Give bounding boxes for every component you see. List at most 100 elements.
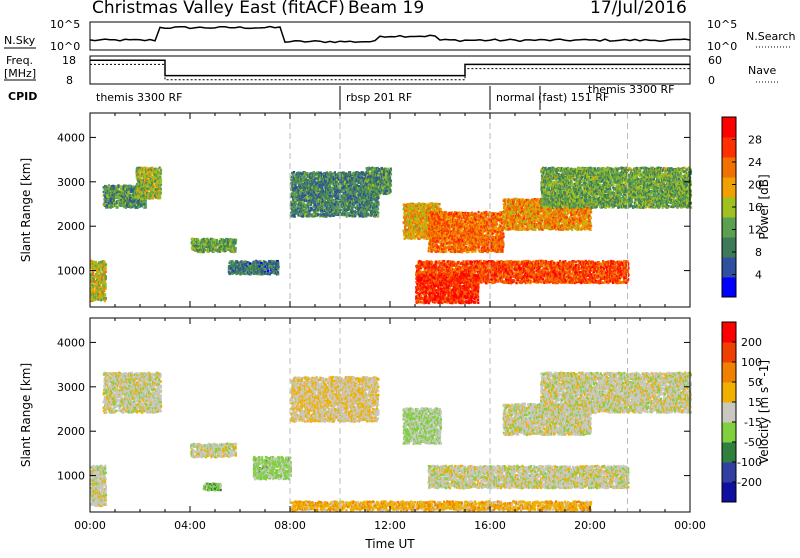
- range-gate-cell: [160, 178, 162, 181]
- range-gate-cell: [343, 172, 345, 175]
- range-gate-cell: [295, 184, 297, 187]
- range-gate-cell: [329, 185, 331, 188]
- range-gate-cell: [215, 244, 217, 247]
- range-gate-cell: [100, 286, 102, 289]
- range-gate-cell: [216, 239, 218, 242]
- plot-title: Christmas Valley East (fitACF): [92, 0, 345, 18]
- range-gate-cell: [377, 208, 379, 211]
- nave-tick-top: 60: [708, 54, 722, 67]
- range-gate-cell: [198, 241, 200, 244]
- range-gate-cell: [322, 195, 324, 198]
- range-gate-cell: [204, 249, 206, 252]
- freq-unit: [MHz]: [4, 67, 36, 80]
- freq-label: Freq.: [6, 54, 33, 67]
- range-gate-cell: [157, 168, 159, 171]
- cpid-label: CPID: [8, 90, 37, 103]
- range-gate-cell: [438, 203, 440, 206]
- range-gate-cell: [370, 193, 372, 196]
- range-gate-cell: [341, 209, 343, 212]
- range-gate-cell: [277, 268, 279, 271]
- range-gate-cell: [159, 197, 161, 200]
- range-gate-cell: [105, 287, 107, 290]
- range-gate-cell: [271, 268, 273, 271]
- nsky-series: [90, 27, 690, 43]
- range-gate-cell: [235, 241, 237, 244]
- range-gate-cell: [277, 271, 279, 274]
- range-gate-cell: [235, 247, 237, 250]
- range-gate-cell: [159, 176, 161, 179]
- range-gate-cell: [293, 171, 295, 174]
- range-gate-cell: [377, 214, 379, 217]
- nsearch-tick-bottom: 10^0: [707, 40, 737, 53]
- scatter-region: [135, 167, 162, 201]
- range-gate-cell: [152, 183, 154, 186]
- range-gate-cell: [377, 197, 379, 200]
- range-gate-cell: [103, 260, 105, 263]
- nsky-tick-top: 10^5: [50, 18, 80, 31]
- range-gate-cell: [234, 250, 236, 253]
- nsearch-label: N.Search: [746, 30, 796, 43]
- freq-tick-bottom: 8: [66, 74, 73, 87]
- range-gate-cell: [295, 206, 297, 209]
- range-gate-cell: [126, 185, 128, 188]
- scatter-region: [428, 211, 505, 253]
- nave-tick-bottom: 0: [708, 74, 715, 87]
- range-gate-cell: [133, 186, 135, 189]
- range-gate-cell: [105, 285, 107, 288]
- range-gate-cell: [105, 283, 107, 286]
- range-gate-cell: [159, 191, 161, 194]
- range-gate-cell: [160, 169, 162, 172]
- range-gate-cell: [160, 187, 162, 190]
- range-gate-cell: [105, 264, 107, 267]
- scatter-region: [90, 260, 107, 302]
- range-gate-cell: [390, 168, 392, 171]
- range-gate-cell: [331, 202, 333, 205]
- cpid-segment-label: themis 3300 RF: [588, 83, 675, 96]
- range-gate-cell: [160, 181, 162, 184]
- range-gate-cell: [440, 209, 442, 212]
- range-gate-cell: [105, 267, 107, 270]
- nsky-tick-bottom: 10^0: [50, 40, 80, 53]
- range-gate-cell: [277, 262, 279, 265]
- range-gate-cell: [123, 185, 125, 188]
- range-gate-cell: [105, 271, 107, 274]
- cpid-segment-label: rbsp 201 RF: [346, 91, 412, 104]
- range-gate-cell: [105, 297, 107, 300]
- date-label: 17/Jul/2016: [590, 0, 687, 18]
- range-gate-cell: [404, 204, 406, 207]
- range-gate-cell: [428, 250, 430, 253]
- range-gate-cell: [390, 184, 392, 187]
- nsearch-tick-top: 10^5: [707, 18, 737, 31]
- scatter-region: [228, 260, 280, 276]
- cpid-segment-label: themis 3300 RF: [96, 91, 183, 104]
- range-gate-cell: [160, 172, 162, 175]
- beam-label: Beam 19: [348, 0, 424, 18]
- freq-series: [90, 60, 690, 75]
- range-gate-cell: [329, 195, 331, 198]
- range-gate-cell: [235, 239, 237, 242]
- range-gate-cell: [389, 176, 391, 179]
- range-gate-cell: [390, 173, 392, 176]
- range-gate-cell: [105, 275, 107, 278]
- range-gate-cell: [390, 180, 392, 183]
- range-gate-cell: [145, 203, 147, 206]
- range-gate-cell: [349, 195, 351, 198]
- nsky-label: N.Sky: [4, 34, 36, 47]
- range-gate-cell: [152, 168, 154, 171]
- range-gate-cell: [419, 207, 421, 210]
- freq-tick-top: 18: [62, 54, 76, 67]
- range-gate-cell: [160, 183, 162, 186]
- range-gate-cell: [349, 171, 351, 174]
- range-gate-cell: [97, 270, 99, 273]
- nave-series: [90, 64, 690, 79]
- scatter-region: [191, 238, 238, 254]
- range-gate-cell: [377, 212, 379, 215]
- range-gate-cell: [345, 210, 347, 213]
- range-gate-cell: [294, 215, 296, 218]
- range-gate-cell: [377, 201, 379, 204]
- range-gate-cell: [145, 200, 147, 203]
- range-gate-cell: [295, 195, 297, 198]
